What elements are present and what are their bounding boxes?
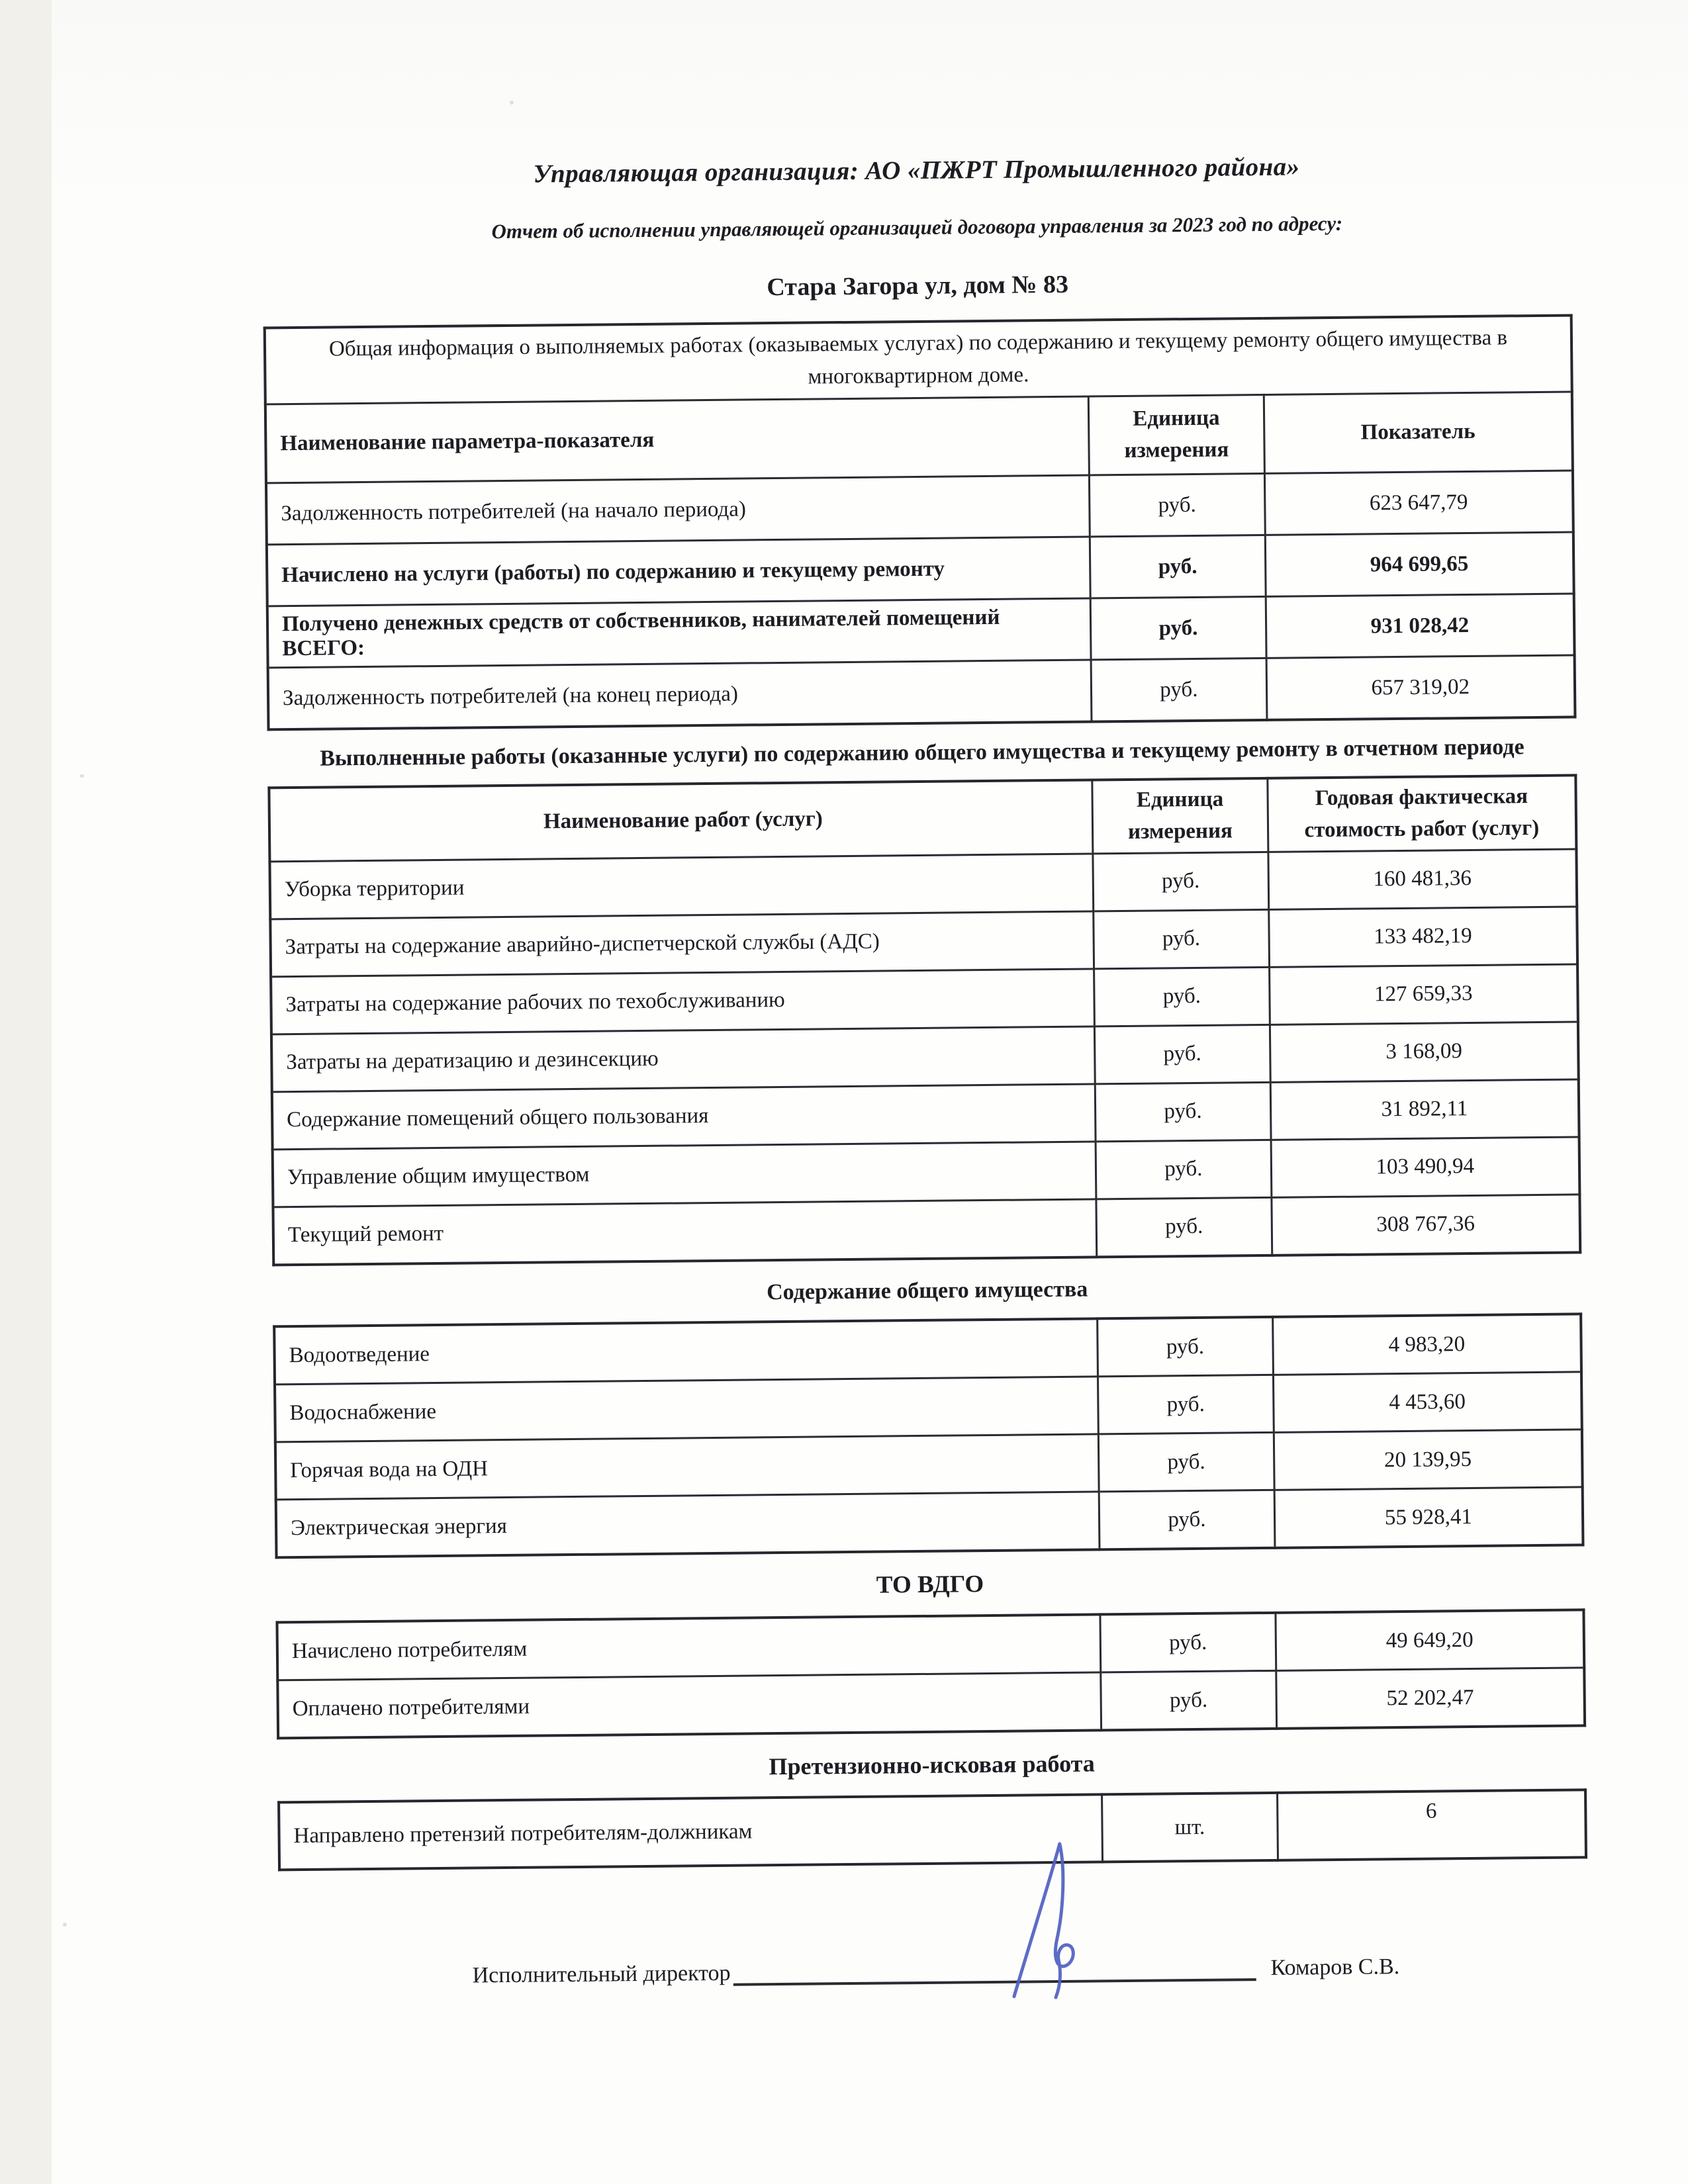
param-value: 931 028,42 (1265, 593, 1575, 659)
work-value: 3 168,09 (1270, 1021, 1579, 1082)
signature-block: Исполнительный директор Комаров С.В. (472, 1842, 1588, 1999)
table-row: Оплачено потребителями руб. 52 202,47 (277, 1668, 1585, 1739)
table-row: Задолженность потребителей (на конец пер… (267, 655, 1575, 730)
work-name: Содержание помещений общего пользования (271, 1083, 1096, 1150)
signer-name: Комаров С.В. (1270, 1954, 1400, 1980)
param-value: 623 647,79 (1264, 470, 1573, 535)
param-name: Задолженность потребителей (на начало пе… (265, 475, 1090, 545)
table-row: Текущий ремонт руб. 308 767,36 (273, 1194, 1581, 1265)
item-unit: руб. (1099, 1490, 1275, 1550)
address-line: Стара Загора ул, дом № 83 (767, 270, 1069, 302)
item-value: 6 (1277, 1790, 1586, 1860)
item-name: Электрическая энергия (275, 1492, 1100, 1558)
work-unit: руб. (1096, 1197, 1272, 1257)
vdgo-table: Начислено потребителям руб. 49 649,20 Оп… (275, 1608, 1587, 1740)
table-row: Электрическая энергия руб. 55 928,41 (275, 1487, 1583, 1558)
work-value: 127 659,33 (1269, 964, 1578, 1024)
scan-texture (52, 0, 1688, 199)
item-unit: руб. (1100, 1670, 1277, 1731)
column-header-unit: Единица измерения (1088, 394, 1265, 475)
column-header-value: Показатель (1263, 391, 1573, 474)
work-name: Текущий ремонт (273, 1199, 1097, 1265)
param-value: 964 699,65 (1264, 531, 1574, 597)
handwritten-signature (1012, 1842, 1075, 1999)
claims-table: Направлено претензий потребителям-должни… (277, 1788, 1588, 1872)
param-name: Получено денежных средств от собственник… (267, 598, 1092, 668)
table-caption: Общая информация о выполняемых работах (… (264, 315, 1572, 404)
column-header-value: Годовая фактическая стоимость работ (усл… (1267, 775, 1577, 852)
item-unit: руб. (1098, 1375, 1274, 1435)
work-name: Уборка территории (269, 853, 1094, 919)
section-title-vdgo: ТО ВДГО (876, 1570, 984, 1600)
work-unit: руб. (1094, 966, 1270, 1026)
work-value: 160 481,36 (1268, 848, 1577, 909)
signature-line (733, 1842, 1256, 1999)
param-unit: руб. (1090, 535, 1266, 598)
scan-edge-shadow (0, 0, 52, 2184)
signer-position-label: Исполнительный директор (472, 1960, 731, 1988)
scan-speck (510, 101, 514, 105)
param-unit: руб. (1091, 658, 1267, 722)
work-name: Затраты на содержание аварийно-диспетчер… (270, 911, 1094, 977)
table-row: Направлено претензий потребителям-должни… (279, 1790, 1586, 1870)
item-unit: руб. (1097, 1317, 1274, 1377)
item-value: 49 649,20 (1275, 1610, 1585, 1671)
scan-speck (79, 774, 84, 778)
item-name: Водоснабжение (275, 1377, 1099, 1443)
section-title-maintenance: Содержание общего имущества (766, 1277, 1088, 1304)
work-value: 133 482,19 (1268, 906, 1578, 967)
item-unit: руб. (1100, 1613, 1276, 1673)
item-name: Водоотведение (274, 1318, 1098, 1385)
column-header-name: Наименование параметра-показателя (265, 396, 1090, 483)
item-value: 20 139,95 (1273, 1430, 1583, 1490)
item-name: Оплачено потребителями (277, 1672, 1102, 1739)
work-name: Управление общим имуществом (272, 1141, 1097, 1207)
param-unit: руб. (1089, 473, 1265, 537)
param-name: Задолженность потребителей (на конец пер… (267, 659, 1092, 730)
item-name: Направлено претензий потребителям-должни… (279, 1794, 1103, 1870)
work-unit: руб. (1095, 1081, 1271, 1142)
works-table: Наименование работ (услуг) Единица измер… (267, 774, 1582, 1266)
general-info-table: Общая информация о выполняемых работах (… (263, 314, 1577, 731)
work-unit: руб. (1094, 1024, 1270, 1084)
item-value: 4 453,60 (1273, 1372, 1582, 1433)
organization-title: Управляющая организация: АО «ПЖРТ Промыш… (533, 152, 1300, 189)
item-name: Начислено потребителям (277, 1614, 1101, 1681)
work-value: 308 767,36 (1271, 1194, 1581, 1255)
section-title-works: Выполненные работы (оказанные услуги) по… (320, 735, 1524, 771)
column-header-unit: Единица измерения (1092, 778, 1268, 854)
table-caption-row: Общая информация о выполняемых работах (… (264, 315, 1572, 404)
work-unit: руб. (1093, 851, 1269, 911)
section-title-claims: Претензионно-исковая работа (769, 1750, 1095, 1780)
work-name: Затраты на содержание рабочих по техобсл… (271, 968, 1095, 1034)
table-header-row: Наименование параметра-показателя Единиц… (265, 391, 1573, 483)
work-value: 31 892,11 (1270, 1079, 1579, 1140)
param-unit: руб. (1090, 596, 1266, 660)
scan-speck (63, 1923, 67, 1927)
column-header-name: Наименование работ (услуг) (269, 780, 1094, 862)
work-unit: руб. (1096, 1139, 1272, 1199)
item-value: 4 983,20 (1272, 1314, 1581, 1375)
item-value: 52 202,47 (1276, 1668, 1585, 1729)
work-name: Затраты на дератизацию и дезинсекцию (271, 1026, 1096, 1092)
param-value: 657 319,02 (1266, 655, 1575, 720)
param-name: Начислено на услуги (работы) по содержан… (266, 536, 1091, 606)
work-value: 103 490,94 (1270, 1136, 1580, 1197)
document-sheet: Управляющая организация: АО «ПЖРТ Промыш… (263, 152, 1588, 1999)
work-unit: руб. (1093, 909, 1270, 969)
table-header-row: Наименование работ (услуг) Единица измер… (269, 775, 1577, 862)
item-name: Горячая вода на ОДН (275, 1434, 1100, 1500)
item-unit: руб. (1098, 1432, 1274, 1492)
report-subtitle: Отчет об исполнении управляющей организа… (491, 211, 1343, 244)
maintenance-table: Водоотведение руб. 4 983,20 Водоснабжени… (273, 1312, 1585, 1559)
item-value: 55 928,41 (1274, 1487, 1583, 1549)
